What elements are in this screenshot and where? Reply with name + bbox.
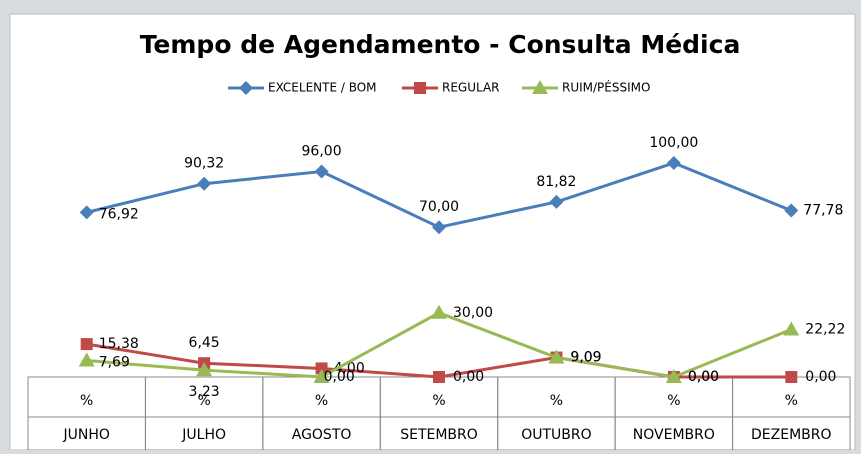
chart-area xyxy=(9,13,856,451)
category-unit: % xyxy=(80,393,93,409)
legend-label: EXCELENTE / BOM xyxy=(268,81,377,95)
data-point xyxy=(196,362,213,377)
data-point xyxy=(783,321,800,336)
category-unit: % xyxy=(432,393,445,409)
data-point xyxy=(784,203,799,218)
data-point xyxy=(548,349,565,364)
data-label: 77,78 xyxy=(803,203,843,219)
x-tick-label: SETEMBRO xyxy=(400,427,478,443)
data-label: 0,00 xyxy=(453,369,484,385)
data-label: 0,00 xyxy=(688,369,719,385)
x-tick-label: NOVEMBRO xyxy=(633,427,715,443)
category-unit: % xyxy=(667,393,680,409)
data-label: 0,00 xyxy=(688,369,719,385)
data-point xyxy=(197,176,212,191)
x-tick-label: JUNHO xyxy=(63,427,110,443)
data-point xyxy=(433,371,445,383)
data-label: 0,00 xyxy=(324,369,355,385)
legend-marker xyxy=(532,80,548,94)
category-unit: % xyxy=(785,393,798,409)
data-label: 3,23 xyxy=(189,384,220,400)
data-label: 76,92 xyxy=(99,206,139,222)
data-label: 90,32 xyxy=(184,156,224,172)
data-point xyxy=(79,205,94,220)
chart-title: Tempo de Agendamento - Consulta Médica xyxy=(140,30,741,59)
data-label: 96,00 xyxy=(302,144,342,160)
legend-marker xyxy=(239,81,253,95)
data-label: 70,00 xyxy=(419,199,459,215)
legend-label: RUIM/PÉSSIMO xyxy=(562,80,650,95)
data-point xyxy=(80,338,93,351)
legend-marker xyxy=(414,82,426,94)
data-label: 30,00 xyxy=(453,305,493,321)
category-unit: % xyxy=(315,393,328,409)
data-label: 0,00 xyxy=(805,369,836,385)
data-point xyxy=(78,352,95,367)
x-tick-label: AGOSTO xyxy=(292,427,352,443)
data-label: 15,38 xyxy=(99,336,139,352)
data-point xyxy=(666,156,681,170)
data-point xyxy=(665,369,682,383)
legend-label: REGULAR xyxy=(442,81,500,95)
category-unit: % xyxy=(197,393,210,409)
data-point xyxy=(431,304,447,319)
data-point xyxy=(314,164,329,179)
data-point xyxy=(432,220,446,235)
data-point xyxy=(315,362,328,375)
data-point xyxy=(549,194,564,209)
data-label: 6,45 xyxy=(189,335,220,351)
x-tick-label: DEZEMBRO xyxy=(751,427,832,443)
data-label: 22,22 xyxy=(805,321,845,337)
category-unit: % xyxy=(550,393,563,409)
x-tick-label: OUTUBRO xyxy=(521,427,591,443)
data-label: 100,00 xyxy=(649,135,698,151)
data-label: 7,69 xyxy=(99,355,130,371)
x-tick-label: JULHO xyxy=(181,427,226,443)
data-point xyxy=(785,371,798,383)
data-label: 81,82 xyxy=(536,174,576,190)
data-label: 4,00 xyxy=(334,360,365,376)
data-point xyxy=(313,369,330,383)
data-label: 9,09 xyxy=(570,350,601,366)
